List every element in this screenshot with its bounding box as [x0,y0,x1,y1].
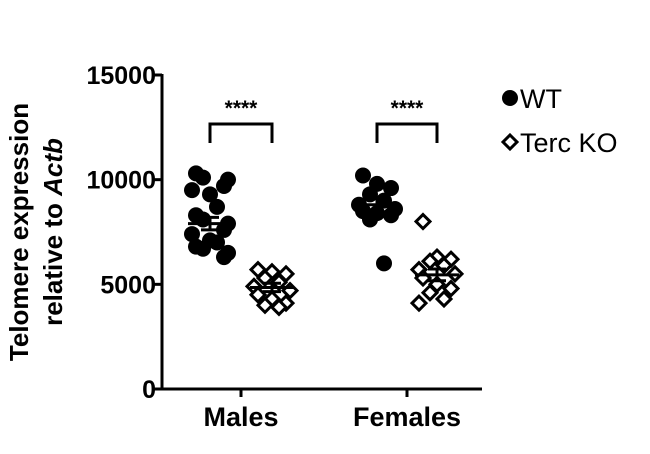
wt-point [376,255,392,272]
wt-point [362,211,378,228]
y-tick-label: 15000 [86,62,156,90]
wt-point [216,249,232,266]
wt-point [184,182,200,199]
wt-point [383,180,399,197]
x-tick-label: Females [353,402,461,432]
significance-bracket [208,122,274,143]
terc-ko-point [413,212,433,231]
significance-bracket [375,122,439,143]
terc-ko-point [255,268,275,288]
wt-point [216,221,232,238]
wt-point [184,226,200,243]
wt-point [216,177,232,194]
terc-ko-point [434,289,454,309]
terc-ko-point [409,294,429,313]
wt-point [355,167,371,184]
terc-ko-point [441,279,461,298]
x-tick-label: Males [203,402,278,432]
y-tick-label: 0 [142,376,156,404]
y-axis-label-prefix: relative to [38,196,68,326]
y-axis-label-line1: Telomere expression [4,103,34,361]
terc-ko-point [269,298,289,317]
wt-point [209,198,225,215]
terc-ko-point [248,285,268,304]
terc-ko-point [420,283,440,302]
wt-point [209,234,225,251]
y-tick-label: 5000 [100,271,156,299]
legend-label: Terc KO [520,128,618,158]
wt-point [383,207,399,224]
wt-point [202,186,218,203]
legend-terc-ko-marker [500,132,520,152]
significance-label: **** [391,97,425,120]
wt-point [195,169,211,186]
terc-ko-point [255,296,275,315]
y-axis-label-line2: relative to Actb [38,138,68,326]
legend-wt-marker [502,90,518,106]
y-tick-label: 10000 [86,167,156,195]
significance-label: **** [225,97,259,120]
y-axis-label: Telomere expression [4,103,34,361]
wt-point [195,240,211,257]
y-axis-label-gene: Actb [38,138,68,197]
legend-label: WT [520,84,562,114]
